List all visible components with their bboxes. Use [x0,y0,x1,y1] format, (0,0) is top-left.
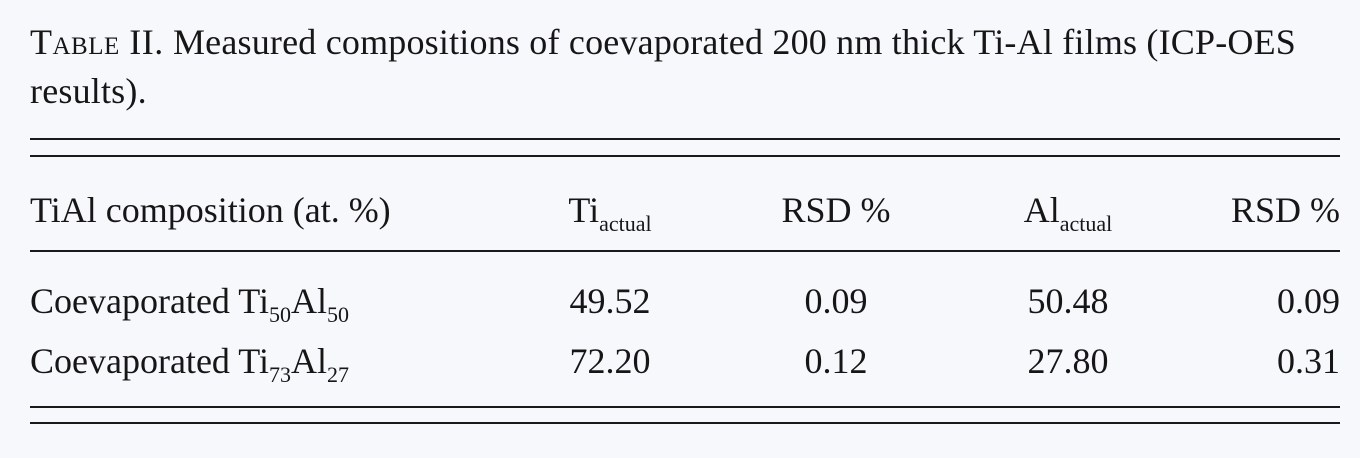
header-al-base: Al [1023,190,1060,230]
header-row: TiAl composition (at. %) Tiactual RSD % … [30,189,1340,249]
table-row: Coevaporated Ti73Al27 72.20 0.12 27.80 0… [30,340,1340,400]
row-rsd-al: 0.09 [1277,281,1340,321]
table-caption: Table II. Measured compositions of coeva… [30,18,1340,116]
row-rsd-ti: 0.09 [804,281,868,321]
header-rsd-ti: RSD % [781,190,891,230]
bottom-rule-1 [30,406,1340,408]
row-al-actual: 27.80 [1027,341,1109,381]
header-ti-actual: Tiactual [520,189,700,235]
header-al-actual: Alactual [978,189,1158,235]
table-row: Coevaporated Ti50Al50 49.52 0.09 50.48 0… [30,280,1340,340]
top-rule-1 [30,138,1340,140]
row-rsd-ti: 0.12 [804,341,868,381]
row-composition: Coevaporated Ti50Al50 [30,281,349,327]
row-al-actual: 50.48 [1027,281,1109,321]
caption-text: Measured compositions of coevaporated 20… [30,22,1297,111]
header-rule [30,250,1340,252]
header-composition: TiAl composition (at. %) [30,190,391,230]
row-composition: Coevaporated Ti73Al27 [30,341,349,387]
header-ti-sub: actual [599,211,652,236]
header-al-sub: actual [1059,211,1113,236]
table-label: Table II. [30,22,164,62]
row-ti-actual: 72.20 [569,341,651,381]
row-ti-actual: 49.52 [569,281,651,321]
row-rsd-al: 0.31 [1277,341,1340,381]
top-rule-2 [30,155,1340,157]
header-ti-base: Ti [568,190,600,230]
bottom-rule-2 [30,422,1340,424]
header-rsd-al: RSD % [1230,190,1340,230]
